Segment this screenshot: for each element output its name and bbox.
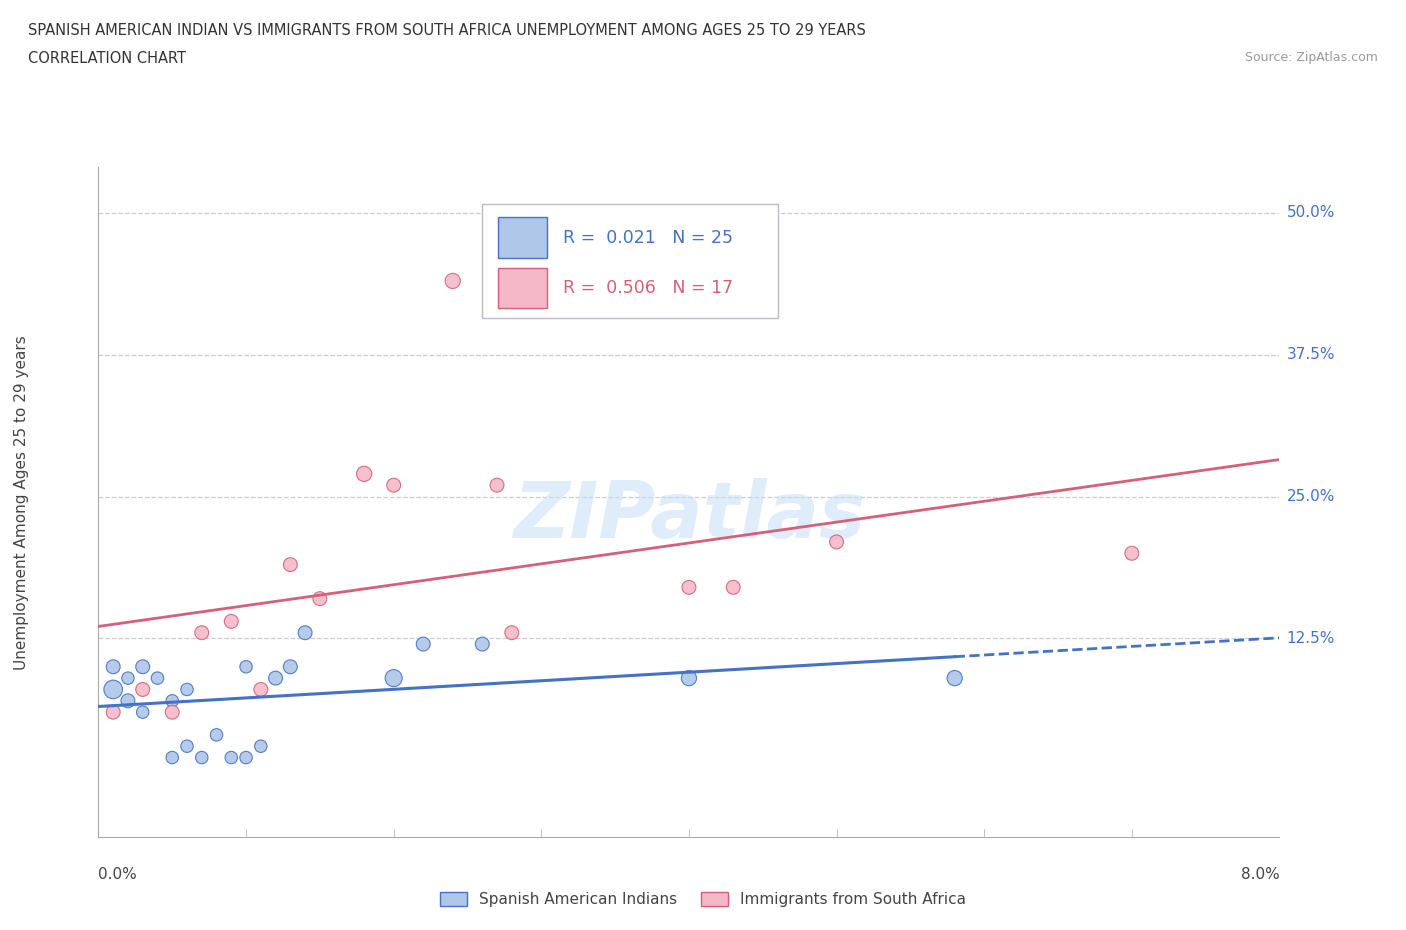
Point (176, 682, 198, 697)
Point (132, 705, 155, 720)
Point (103, 682, 124, 697)
Point (678, 580, 700, 595)
FancyBboxPatch shape (498, 218, 547, 258)
Point (353, 466, 375, 481)
Point (721, 580, 744, 595)
Text: 37.5%: 37.5% (1286, 347, 1334, 362)
Text: 50.0%: 50.0% (1286, 206, 1334, 220)
Point (132, 682, 155, 697)
Point (103, 659, 124, 674)
Point (176, 738, 198, 753)
Text: 8.0%: 8.0% (1240, 867, 1279, 882)
Point (441, 273, 464, 288)
Point (412, 637, 434, 652)
Text: Unemployment Among Ages 25 to 29 years: Unemployment Among Ages 25 to 29 years (14, 335, 28, 670)
Point (250, 738, 273, 753)
Text: Source: ZipAtlas.com: Source: ZipAtlas.com (1244, 51, 1378, 64)
FancyBboxPatch shape (498, 268, 547, 308)
Text: ZIPatlas: ZIPatlas (513, 478, 865, 553)
FancyBboxPatch shape (482, 205, 778, 318)
Text: 12.5%: 12.5% (1286, 631, 1334, 646)
Text: 0.0%: 0.0% (98, 867, 138, 882)
Point (308, 591, 332, 606)
Point (219, 751, 242, 765)
Point (162, 705, 183, 720)
Point (1121, 546, 1143, 561)
Point (294, 625, 316, 640)
Point (250, 682, 273, 697)
Point (191, 625, 214, 640)
Point (501, 625, 523, 640)
Point (235, 659, 257, 674)
Point (117, 694, 139, 709)
Point (278, 659, 301, 674)
Point (162, 751, 183, 765)
Point (132, 659, 155, 674)
Text: SPANISH AMERICAN INDIAN VS IMMIGRANTS FROM SOUTH AFRICA UNEMPLOYMENT AMONG AGES : SPANISH AMERICAN INDIAN VS IMMIGRANTS FR… (28, 23, 866, 38)
Point (485, 478, 508, 493)
Point (943, 671, 966, 685)
Text: R =  0.506   N = 17: R = 0.506 N = 17 (562, 279, 733, 297)
Point (103, 705, 124, 720)
Text: 25.0%: 25.0% (1286, 489, 1334, 504)
Point (146, 671, 169, 685)
Point (278, 557, 301, 572)
Legend: Spanish American Indians, Immigrants from South Africa: Spanish American Indians, Immigrants fro… (433, 885, 973, 913)
Point (117, 671, 139, 685)
Text: R =  0.021   N = 25: R = 0.021 N = 25 (562, 229, 733, 246)
Point (825, 535, 848, 550)
Point (219, 614, 242, 629)
Point (235, 751, 257, 765)
Point (471, 637, 494, 652)
Point (162, 694, 183, 709)
Point (191, 751, 214, 765)
Point (382, 671, 405, 685)
Point (382, 478, 405, 493)
Point (264, 671, 287, 685)
Point (205, 727, 228, 742)
Point (678, 671, 700, 685)
Text: CORRELATION CHART: CORRELATION CHART (28, 51, 186, 66)
